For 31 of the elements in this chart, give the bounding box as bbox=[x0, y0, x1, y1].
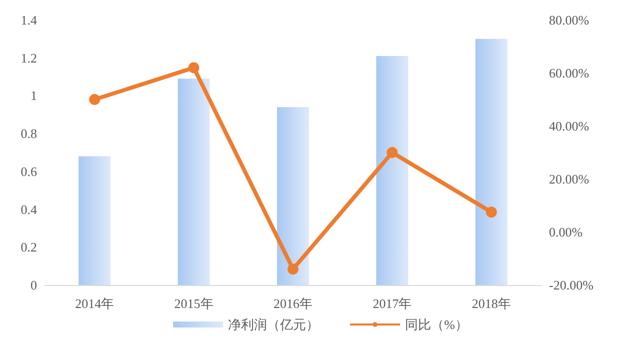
y-tick-label: 1 bbox=[30, 88, 37, 104]
legend-label: 同比（%） bbox=[405, 317, 468, 332]
x-tick-label: 2014年 bbox=[75, 296, 114, 311]
y-tick-label: 1.4 bbox=[20, 12, 38, 28]
y2-tick-label: 0.00% bbox=[549, 224, 583, 240]
y-tick-label: 0.6 bbox=[20, 164, 38, 179]
x-tick-label: 2017年 bbox=[372, 296, 412, 311]
y2-tick-label: -20.00% bbox=[549, 278, 594, 292]
y-tick-label: 0.8 bbox=[20, 126, 37, 142]
y2-tick-label: 40.00% bbox=[549, 118, 590, 134]
bar bbox=[78, 156, 111, 285]
point bbox=[188, 62, 200, 74]
legend-label: 净利润（亿元） bbox=[228, 317, 320, 332]
y-tick-label: 0.4 bbox=[20, 202, 38, 217]
y-tick-label: 0 bbox=[30, 278, 37, 292]
bar bbox=[376, 56, 408, 285]
bar bbox=[475, 38, 508, 285]
y-tick-label: 1.2 bbox=[20, 50, 37, 66]
point bbox=[89, 94, 100, 105]
bar bbox=[178, 78, 210, 285]
y2-tick-label: 20.00% bbox=[549, 172, 590, 186]
y2-tick-label: 60.00% bbox=[549, 66, 590, 80]
point bbox=[288, 264, 298, 275]
bar bbox=[277, 107, 309, 285]
point bbox=[486, 206, 497, 218]
x-tick-label: 2016年 bbox=[274, 296, 312, 311]
y2-tick-label: 80.00% bbox=[549, 12, 590, 28]
x-tick-label: 2015年 bbox=[174, 296, 214, 311]
y-tick-label: 0.2 bbox=[20, 240, 37, 255]
x-tick-label: 2018年 bbox=[472, 296, 511, 311]
point bbox=[386, 147, 398, 158]
